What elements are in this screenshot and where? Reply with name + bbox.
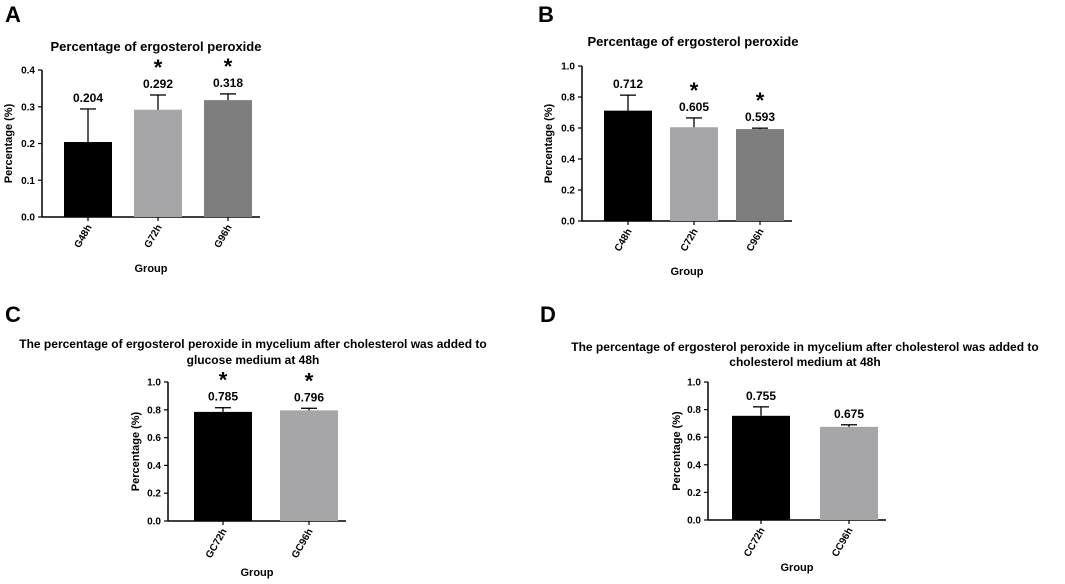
y-tick-label: 0.0 — [561, 217, 575, 228]
y-tick-label: 0.0 — [21, 213, 35, 224]
x-tick-label: G72h — [143, 223, 165, 250]
x-tick-label: CC72h — [742, 526, 767, 559]
data-label: 0.796 — [294, 390, 324, 404]
panel-letter: B — [538, 2, 554, 27]
y-tick-label: 0.2 — [21, 139, 35, 150]
data-label: 0.785 — [208, 390, 238, 404]
y-tick-label: 0.4 — [687, 460, 701, 471]
y-tick-label: 0.6 — [147, 433, 161, 444]
panel-b: B Percentage of ergosterol peroxide 0.0 0.2… — [538, 2, 798, 278]
significance-star: * — [756, 88, 765, 113]
x-axis-label: Group — [671, 266, 704, 278]
y-tick-label: 0.2 — [561, 186, 575, 197]
x-tick-label: C72h — [679, 227, 701, 254]
x-axis-label: Group — [241, 567, 274, 579]
y-tick-label: 1.0 — [561, 62, 575, 73]
y-tick-label: 0.4 — [561, 155, 575, 166]
significance-star: * — [219, 368, 228, 393]
bar-c96h — [736, 129, 784, 221]
bar-gc72h — [194, 411, 252, 521]
x-axis-label: Group — [135, 263, 168, 275]
significance-star: * — [224, 54, 233, 79]
panel-letter: D — [540, 302, 556, 327]
bar-c72h — [670, 127, 718, 221]
y-tick-label: 0.2 — [687, 488, 701, 499]
x-tick-label: G48h — [73, 223, 95, 250]
y-tick-label: 0.6 — [561, 124, 575, 135]
y-tick-label: 0.2 — [147, 489, 161, 500]
bar-g96h — [204, 100, 252, 217]
significance-star: * — [154, 55, 163, 80]
panel-a: A Percentage of ergosterol peroxide 0.0 0.1… — [3, 2, 261, 275]
x-tick-label: G96h — [213, 223, 235, 250]
y-axis-label: Percentage (%) — [543, 103, 555, 183]
y-tick-label: 1.0 — [687, 378, 701, 389]
y-axis-label: Percentage (%) — [130, 411, 142, 491]
data-label: 0.675 — [834, 407, 864, 421]
y-tick-label: 0.0 — [147, 517, 161, 528]
bar-g72h — [134, 109, 182, 217]
y-tick-label: 0.8 — [147, 405, 161, 416]
x-tick-label: C96h — [745, 227, 767, 254]
chart-title: Percentage of ergosterol peroxide — [588, 34, 799, 49]
chart-title: The percentage of ergosterol peroxide in… — [571, 340, 1038, 354]
bar-gc96h — [280, 410, 338, 521]
y-tick-label: 0.4 — [21, 66, 35, 77]
panel-letter: C — [5, 302, 21, 327]
x-tick-label: GC72h — [204, 527, 230, 560]
chart-title: cholesterol medium at 48h — [729, 355, 880, 369]
y-axis-label: Percentage (%) — [3, 103, 15, 183]
significance-star: * — [305, 368, 314, 393]
x-tick-label: CC96h — [830, 526, 855, 559]
y-tick-label: 0.6 — [687, 433, 701, 444]
x-axis-label: Group — [781, 562, 814, 574]
y-tick-label: 0.8 — [687, 405, 701, 416]
data-label: 0.593 — [745, 110, 775, 124]
y-tick-label: 0.3 — [21, 102, 35, 113]
data-label: 0.605 — [679, 100, 709, 114]
chart-title: Percentage of ergosterol peroxide — [51, 39, 262, 54]
y-tick-label: 0.8 — [561, 93, 575, 104]
panel-letter: A — [5, 2, 21, 27]
y-axis-label: Percentage (%) — [671, 411, 683, 491]
y-tick-label: 0.4 — [147, 461, 161, 472]
panel-c: C The percentage of ergosterol peroxide i… — [5, 302, 487, 579]
chart-title: glucose medium at 48h — [187, 353, 320, 367]
data-label: 0.712 — [613, 77, 643, 91]
bar-g48h — [64, 142, 112, 217]
data-label: 0.204 — [73, 91, 103, 105]
y-tick-label: 1.0 — [147, 378, 161, 389]
chart-title: The percentage of ergosterol peroxide in… — [19, 337, 486, 351]
data-label: 0.755 — [746, 389, 776, 403]
y-tick-label: 0.0 — [687, 516, 701, 527]
data-label: 0.292 — [143, 77, 173, 91]
significance-star: * — [690, 78, 699, 103]
panel-d: D The percentage of ergosterol peroxide i… — [540, 302, 1039, 574]
y-tick-label: 0.1 — [21, 176, 35, 187]
bar-cc96h — [820, 426, 878, 520]
x-tick-label: C48h — [613, 227, 635, 254]
x-tick-label: GC96h — [290, 527, 316, 560]
bar-c48h — [604, 110, 652, 221]
bar-cc72h — [732, 415, 790, 520]
data-label: 0.318 — [213, 76, 243, 90]
